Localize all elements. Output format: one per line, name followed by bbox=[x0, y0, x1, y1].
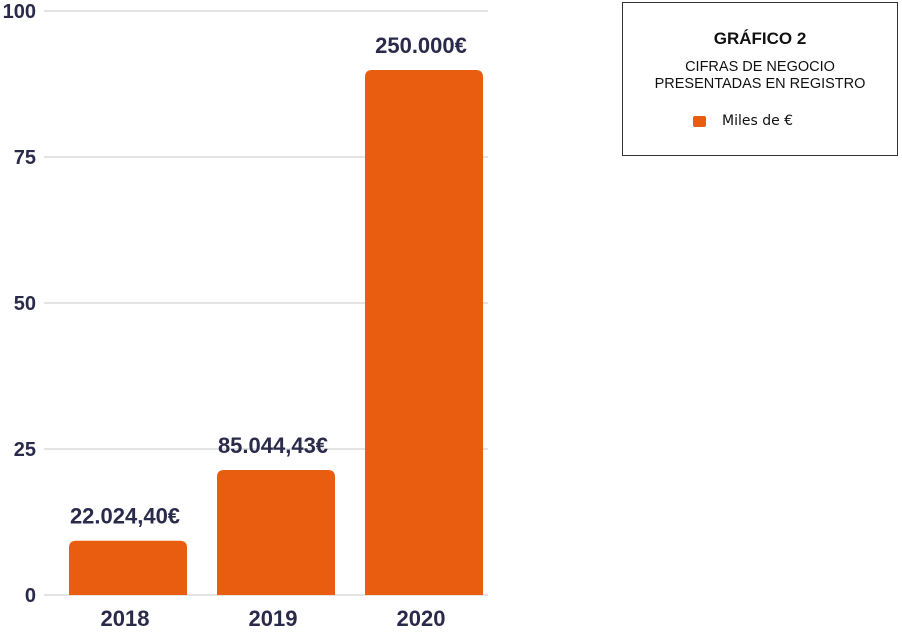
x-tick-label-2018: 2018 bbox=[101, 606, 150, 631]
y-tick-label: 75 bbox=[14, 147, 36, 169]
bar-2018 bbox=[69, 540, 187, 595]
legend-series-label: Miles de € bbox=[722, 113, 794, 129]
y-tick-label: 25 bbox=[14, 439, 36, 461]
x-tick-label-2019: 2019 bbox=[249, 606, 298, 631]
data-labels: 22.024,40€ 85.044,43€ 250.000€ bbox=[70, 33, 467, 529]
data-label-2019: 85.044,43€ bbox=[218, 433, 328, 458]
legend-box: GRÁFICO 2 CIFRAS DE NEGOCIO PRESENTADAS … bbox=[622, 2, 898, 156]
legend-subtitle: CIFRAS DE NEGOCIO PRESENTADAS EN REGISTR… bbox=[623, 59, 897, 93]
legend-swatch bbox=[693, 115, 706, 127]
x-tick-label-2020: 2020 bbox=[397, 606, 446, 631]
legend-title: GRÁFICO 2 bbox=[713, 29, 807, 48]
bar-2020 bbox=[365, 69, 483, 595]
legend-item: Miles de € bbox=[693, 113, 793, 129]
y-tick-label: 0 bbox=[25, 585, 36, 607]
x-axis-labels: 2018 2019 2020 bbox=[101, 606, 446, 631]
legend-subtitle-line-1: CIFRAS DE NEGOCIO bbox=[685, 59, 835, 75]
y-tick-label: 100 bbox=[3, 1, 36, 23]
data-label-2020: 250.000€ bbox=[375, 33, 467, 58]
y-axis-ticks: 0 25 50 75 100 bbox=[3, 1, 36, 607]
data-label-2018: 22.024,40€ bbox=[70, 504, 180, 529]
y-tick-label: 50 bbox=[14, 293, 36, 315]
bars bbox=[69, 69, 483, 595]
legend-subtitle-line-2: PRESENTADAS EN REGISTRO bbox=[654, 76, 866, 92]
bar-2019 bbox=[217, 470, 335, 595]
